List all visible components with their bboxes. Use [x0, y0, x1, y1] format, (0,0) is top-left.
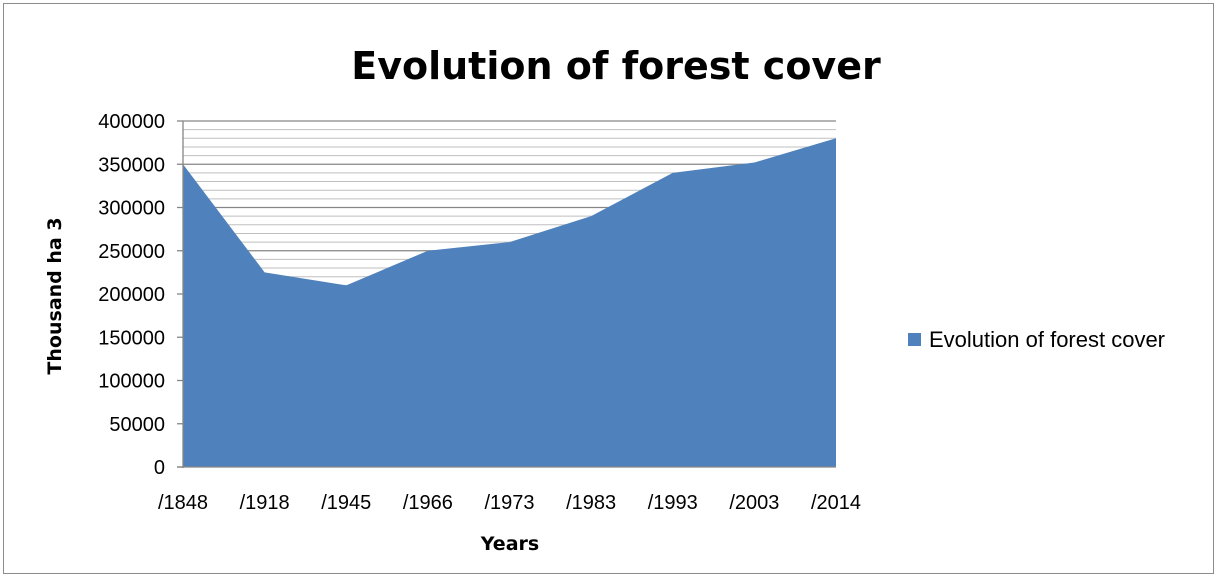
x-axis-title: Years	[480, 533, 539, 555]
x-tick-label: /1848	[158, 492, 208, 514]
x-tick-label: /1918	[240, 492, 290, 514]
series-area-0	[183, 138, 836, 468]
y-tick-label: 250000	[98, 241, 165, 263]
y-tick-label: 400000	[98, 111, 165, 133]
y-tick-label: 350000	[98, 154, 165, 176]
axes	[177, 120, 836, 468]
y-tick-label: 0	[154, 457, 165, 479]
x-tick-label: /2014	[811, 492, 861, 514]
x-tick-label: /2003	[729, 492, 779, 514]
x-tick-label: /1973	[484, 492, 534, 514]
y-tick-label: 200000	[98, 284, 165, 306]
chart-frame: Evolution of forest cover 0 50000 100000 15…	[3, 3, 1214, 574]
area-chart: Evolution of forest cover 0 50000 100000 15…	[44, 44, 1165, 555]
y-tick-label: 100000	[98, 371, 165, 393]
x-axis-tick-labels: /1848/1918/1945/1966/1973/1983/1993/2003…	[158, 492, 861, 514]
y-axis-title: Thousand ha 3	[44, 217, 66, 374]
x-tick-label: /1945	[321, 492, 371, 514]
legend-label: Evolution of forest cover	[929, 327, 1165, 352]
chart-title: Evolution of forest cover	[351, 44, 881, 88]
y-tick-label: 300000	[98, 198, 165, 220]
x-tick-label: /1966	[403, 492, 453, 514]
legend: Evolution of forest cover	[908, 327, 1165, 352]
y-tick-label: 50000	[109, 414, 165, 436]
y-tick-label: 150000	[98, 327, 165, 349]
x-tick-label: /1993	[648, 492, 698, 514]
x-tick-label: /1983	[566, 492, 616, 514]
plot-area	[183, 138, 836, 468]
legend-swatch	[908, 333, 921, 346]
y-axis-tick-labels: 0 50000 100000 150000 200000 250000 300000 3500…	[98, 111, 165, 479]
